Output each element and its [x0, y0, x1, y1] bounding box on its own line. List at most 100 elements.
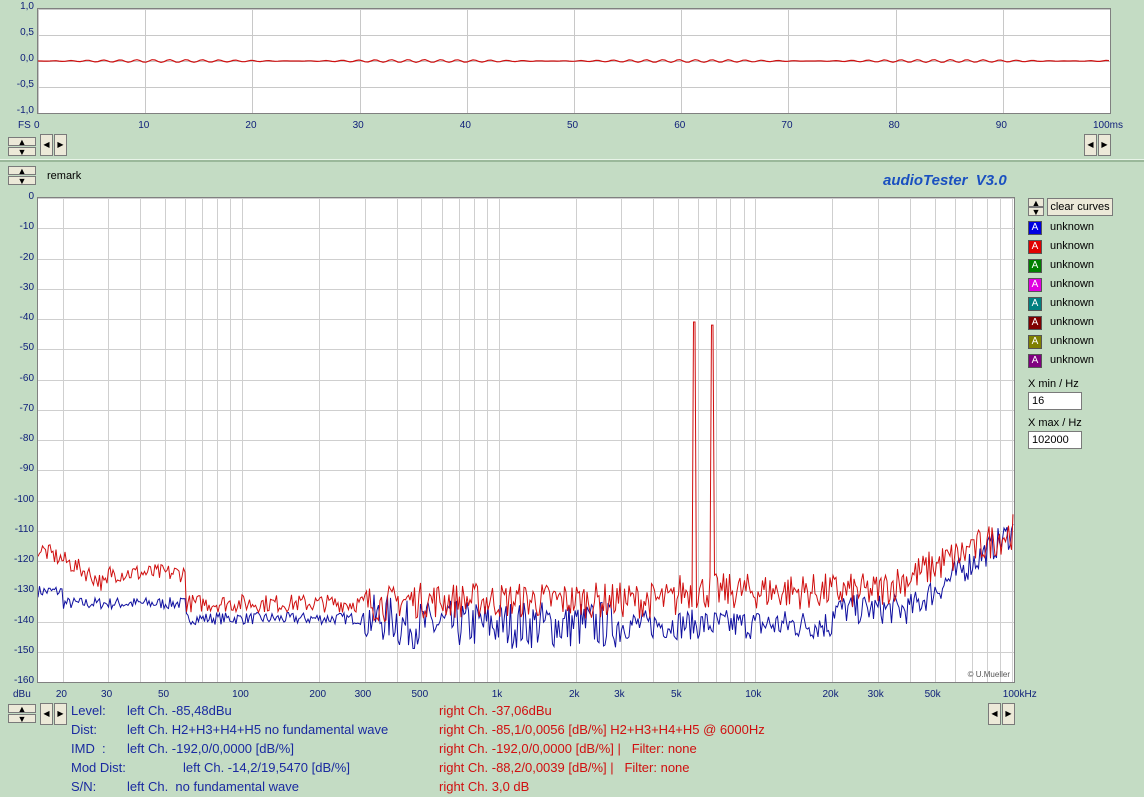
spectrum-x-tick: 100kHz — [1002, 689, 1037, 700]
remark-label: remark — [47, 170, 82, 182]
level-left-value: left Ch. -85,48dBu — [127, 703, 232, 718]
xmin-label: X min / Hz — [1028, 378, 1079, 390]
xmin-input[interactable]: 16 — [1028, 392, 1082, 410]
spectrum-end-right-button[interactable]: ▶ — [1002, 703, 1015, 725]
curve-color-swatch[interactable]: A — [1028, 354, 1042, 368]
spectrum-y-tick: -20 — [19, 251, 34, 263]
spectrum-zoom-down-button[interactable]: ▼ — [8, 714, 36, 724]
time-y-tick: 0,5 — [20, 27, 34, 38]
spectrum-scroll-right-button[interactable]: ▶ — [54, 703, 67, 725]
time-x-tick: 80 — [888, 120, 900, 131]
time-plot — [37, 8, 1111, 114]
time-x-tick: 30 — [352, 120, 364, 131]
time-y-tick: 0,0 — [20, 53, 34, 64]
spectrum-x-tick: 20 — [55, 689, 67, 700]
time-x-tick: 40 — [459, 120, 471, 131]
spectrum-plot-svg — [38, 198, 1014, 682]
spectrum-x-tick: 50k — [924, 689, 941, 700]
spectrum-y-tick: -100 — [13, 493, 34, 505]
time-scroll-left-button[interactable]: ◀ — [40, 134, 53, 156]
moddist-right-value: right Ch. -88,2/0,0039 [dB/%] | Filter: … — [439, 760, 690, 775]
xmax-input[interactable]: 102000 — [1028, 431, 1082, 449]
spectrum-plot: © U.Mueller — [37, 197, 1015, 683]
spectrum-x-tick: 1k — [491, 689, 503, 700]
spectrum-x-tick: 50 — [157, 689, 170, 700]
legend-item-label: unknown — [1050, 240, 1095, 252]
spectrum-x-tick: 5k — [671, 689, 682, 700]
spectrum-x-tick: 3k — [614, 689, 625, 700]
splitter[interactable] — [0, 159, 1144, 162]
curve-color-swatch[interactable]: A — [1028, 259, 1042, 273]
spectrum-x-tick: 2k — [568, 689, 580, 700]
level-name: Level: — [71, 703, 106, 718]
spectrum-y-unit: dBu — [13, 689, 31, 700]
curve-color-swatch[interactable]: A — [1028, 278, 1042, 292]
time-y-tick: -1,0 — [16, 105, 34, 116]
time-signal-trace — [38, 58, 1110, 64]
spectrum-y-tick: -70 — [19, 402, 34, 414]
time-x-tick: 50 — [567, 120, 579, 131]
time-plot-svg — [38, 9, 1110, 113]
spectrum-x-tick: 200 — [309, 689, 327, 700]
time-zoom-down-button[interactable]: ▼ — [8, 147, 36, 157]
spectrum-zoom-up-button[interactable]: ▲ — [8, 704, 36, 714]
spectrum-y-tick: -130 — [13, 584, 34, 596]
sn-left-value: left Ch. no fundamental wave — [127, 779, 299, 794]
spectrum-scroll-left-button[interactable]: ◀ — [40, 703, 53, 725]
time-end-left-button[interactable]: ◀ — [1084, 134, 1097, 156]
sn-name: S/N: — [71, 779, 97, 794]
moddist-name: Mod Dist: — [71, 760, 126, 775]
legend-up-button[interactable]: ▲ — [1028, 198, 1044, 208]
left-channel-trace — [38, 523, 1014, 650]
spectrum-end-left-button[interactable]: ◀ — [988, 703, 1001, 725]
legend-item-label: unknown — [1050, 221, 1095, 233]
curve-color-swatch[interactable]: A — [1028, 240, 1042, 254]
curve-color-swatch[interactable]: A — [1028, 335, 1042, 349]
time-x-tick: 100ms — [1093, 120, 1124, 131]
spectrum-x-tick: 300 — [354, 689, 372, 700]
legend-item-label: unknown — [1050, 259, 1095, 271]
spectrum-y-tick: -150 — [13, 644, 34, 656]
time-x-tick: 20 — [245, 120, 257, 131]
curve-color-swatch[interactable]: A — [1028, 221, 1042, 235]
dist-left-value: left Ch. H2+H3+H4+H5 no fundamental wave — [127, 722, 389, 737]
time-x-tick: 10 — [138, 120, 150, 131]
remark-down-button[interactable]: ▼ — [8, 176, 36, 186]
dist-name: Dist: — [71, 722, 97, 737]
clear-curves-button[interactable]: clear curves — [1047, 198, 1113, 216]
remark-up-button[interactable]: ▲ — [8, 166, 36, 176]
time-x-tick: 60 — [674, 120, 686, 131]
spectrum-y-tick: -80 — [19, 433, 34, 444]
legend-item-label: unknown — [1050, 354, 1095, 366]
spectrum-y-tick: -140 — [13, 614, 34, 626]
legend-down-button[interactable]: ▼ — [1028, 207, 1044, 217]
spectrum-x-tick: 20k — [822, 689, 839, 700]
spectrum-x-tick: 10k — [745, 689, 762, 700]
spectrum-y-tick: -50 — [19, 342, 34, 354]
time-x-tick: 70 — [781, 120, 793, 131]
time-zoom-up-button[interactable]: ▲ — [8, 137, 36, 147]
spectrum-y-tick: 0 — [28, 191, 34, 202]
spectrum-y-tick: -40 — [19, 312, 34, 323]
right-channel-trace — [38, 321, 1014, 623]
dist-right-value: right Ch. -85,1/0,0056 [dB/%] H2+H3+H4+H… — [439, 722, 765, 737]
legend-item-label: unknown — [1050, 335, 1095, 347]
sn-right-value: right Ch. 3,0 dB — [439, 779, 530, 794]
spectrum-y-tick: -60 — [19, 372, 34, 384]
time-end-right-button[interactable]: ▶ — [1098, 134, 1111, 156]
spectrum-y-tick: -90 — [19, 463, 34, 475]
time-y-unit: FS — [18, 120, 31, 131]
time-scroll-right-button[interactable]: ▶ — [54, 134, 67, 156]
legend-item-label: unknown — [1050, 278, 1095, 290]
legend-item-label: unknown — [1050, 316, 1095, 328]
copyright-label: © U.Mueller — [967, 670, 1010, 679]
time-x-tick: 0 — [34, 120, 40, 131]
spectrum-x-tick: 30k — [867, 689, 884, 700]
spectrum-y-tick: -30 — [19, 281, 34, 293]
legend-item-label: unknown — [1050, 297, 1095, 309]
curve-color-swatch[interactable]: A — [1028, 297, 1042, 311]
curve-color-swatch[interactable]: A — [1028, 316, 1042, 330]
moddist-left-value: left Ch. -14,2/19,5470 [dB/%] — [183, 760, 350, 775]
xmax-label: X max / Hz — [1028, 417, 1082, 429]
spectrum-y-tick: -120 — [13, 554, 34, 565]
